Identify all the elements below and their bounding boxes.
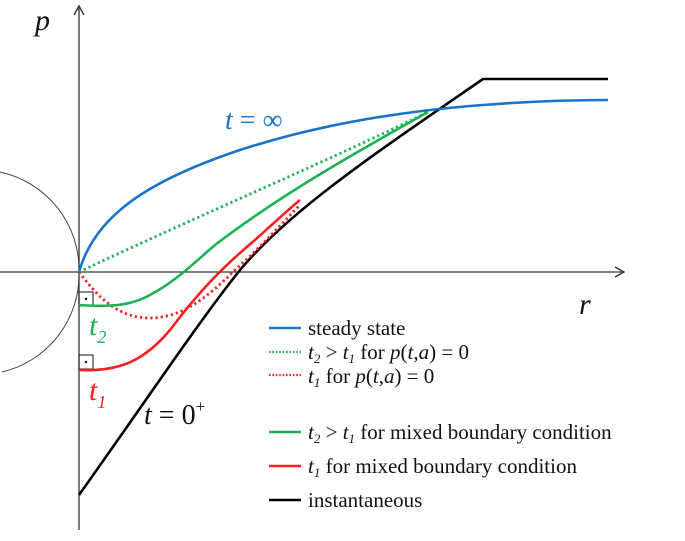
legend-item-t1-dirichlet: t1 for p(t,a) = 0 (308, 364, 435, 390)
legend-var: t (342, 340, 349, 364)
legend-var: t (407, 340, 414, 364)
legend-var: t (308, 340, 314, 364)
legend-item-instantaneous: instantaneous (308, 490, 422, 511)
legend-text: steady state (308, 316, 406, 340)
annotation-t0-var: t (144, 400, 152, 431)
annotation-t1-var: t (89, 374, 98, 407)
legend-item-steady-state: steady state (308, 318, 405, 339)
legend-var: a (418, 340, 430, 364)
legend-var: t (308, 454, 314, 478)
annotation-t-zero-plus: t = 0+ (144, 398, 205, 430)
curve-t2-dirichlet (78, 110, 429, 274)
legend-text: for (355, 340, 391, 364)
legend-text: > (320, 420, 343, 444)
legend-text: for mixed boundary condition (320, 454, 577, 478)
annotation-t2: t2 (89, 309, 107, 347)
annotation-t2-var: t (89, 309, 98, 342)
annotation-t-infinity-eq: = ∞ (232, 105, 283, 136)
annotation-t0-eq: = 0 (151, 400, 196, 431)
legend-item-t2-dirichlet: t2 > t1 for p(t,a) = 0 (308, 340, 469, 366)
legend-text: ) = 0 (394, 364, 435, 388)
legend-text: instantaneous (308, 488, 423, 512)
legend-swatches (269, 326, 301, 502)
curve-steady-state (77, 98, 609, 273)
legend-var: p (355, 364, 366, 388)
legend-item-t2-mixed: t2 > t1 for mixed boundary condition (308, 420, 612, 446)
legend-text: , (378, 364, 384, 388)
legend-var: t (342, 420, 349, 444)
legend-text: ( (365, 364, 373, 388)
legend-var: a (383, 364, 395, 388)
legend-text: , (413, 340, 419, 364)
annotation-t1-sub: 1 (97, 392, 107, 412)
legend-sub: 1 (313, 375, 321, 390)
legend-sub: 1 (348, 351, 356, 366)
legend-var: t (308, 364, 314, 388)
annotation-t2-sub: 2 (97, 327, 107, 347)
right-angle-marker-t1 (78, 354, 94, 370)
legend-var: t (308, 420, 314, 444)
legend-text: ( (400, 340, 408, 364)
annotation-t-infinity: t = ∞ (225, 107, 283, 135)
legend-var: t (372, 364, 379, 388)
legend-item-t1-mixed: t1 for mixed boundary condition (308, 454, 577, 480)
annotation-t0-sup: + (195, 397, 206, 416)
annotation-t1: t1 (89, 374, 107, 412)
legend-var: p (390, 340, 401, 364)
legend-text: > (320, 340, 343, 364)
legend-text: ) = 0 (429, 340, 469, 364)
x-axis-label: r (579, 288, 591, 321)
legend-text: for (320, 364, 356, 388)
y-axis-label: p (35, 4, 50, 37)
annotation-t-infinity-var: t (225, 105, 233, 136)
legend-sub: 1 (348, 431, 356, 446)
legend-sub: 2 (313, 431, 321, 446)
legend-sub: 1 (313, 465, 321, 480)
curve-t2-mixed (78, 110, 429, 308)
legend-text: for mixed boundary condition (355, 420, 612, 444)
curve-instantaneous (77, 77, 608, 496)
curve-t1-mixed (78, 198, 301, 372)
legend-sub: 2 (313, 351, 321, 366)
